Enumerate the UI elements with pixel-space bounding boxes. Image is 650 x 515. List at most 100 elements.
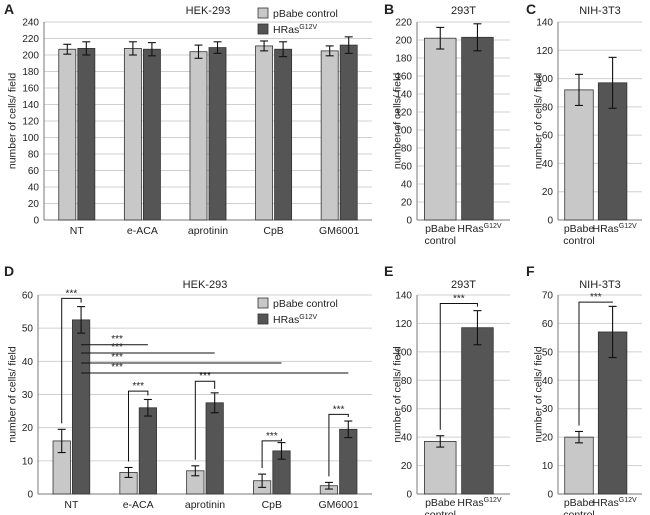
y-tick-label: 40 — [22, 357, 34, 368]
panel-c: C NIH-3T3 number of cells/ field 0 20 40 60 80 1… — [526, 1, 642, 247]
y-tick-label: 200 — [395, 36, 412, 47]
x-tick-label-hras: HRasG12V — [457, 497, 501, 509]
chart-title: NIH-3T3 — [579, 279, 621, 291]
x-tick-label-pbabe-line1: pBabe — [425, 497, 456, 509]
y-tick-label: 140 — [22, 100, 39, 111]
y-tick-label: 80 — [401, 144, 413, 155]
panel-label: F — [526, 263, 535, 279]
x-tick-label-pbabe-line1: pBabe — [564, 497, 595, 509]
error-bar — [258, 473, 267, 488]
y-tick-label: 20 — [401, 198, 413, 209]
error-bar — [210, 392, 219, 414]
chart-title: HEK-293 — [183, 279, 228, 291]
chart-title: 293T — [451, 279, 476, 291]
error-bar — [436, 435, 445, 448]
error-bar — [77, 306, 86, 334]
panel-e: E 293T number of cells/ field 0 20 40 60 80 100 1… — [384, 263, 510, 515]
y-tick-label: 0 — [406, 216, 412, 227]
y-tick-label: 70 — [542, 291, 554, 302]
x-tick-label-pbabe-line1: pBabe — [425, 223, 456, 235]
bar-cpb-series-2 — [274, 48, 293, 221]
panel-label: E — [384, 263, 393, 279]
significance-marker: *** — [128, 381, 149, 462]
bar-aprotinin-series-2 — [208, 47, 227, 221]
x-tick-label: NT — [64, 499, 79, 511]
error-bar — [324, 481, 333, 490]
y-tick-label: 60 — [542, 319, 554, 330]
significance-marker: *** — [194, 371, 216, 460]
bar-cpb-series-1 — [255, 45, 274, 221]
x-tick-label: aprotinin — [188, 225, 228, 237]
significance-marker: *** — [328, 404, 349, 477]
y-tick-label: 140 — [536, 18, 553, 29]
significance-bracket — [61, 297, 82, 424]
x-tick-label-hras: HRasG12V — [593, 223, 637, 235]
x-tick-label-pbabe-line1: pBabe — [564, 223, 595, 235]
error-bar — [191, 465, 200, 477]
significance-bracket — [128, 390, 149, 462]
panel-d: D HEK-293 number of cells/ field 0 10 20 30 40 5… — [4, 263, 372, 511]
y-tick-label: 80 — [542, 102, 554, 113]
bar-e-aca-series-2 — [142, 48, 161, 221]
significance-bracket — [328, 413, 349, 477]
hras-superscript-text: G12V — [484, 497, 502, 504]
legend-swatch-1 — [257, 7, 269, 19]
y-tick-label: 40 — [401, 180, 413, 191]
y-tick-label: 40 — [401, 433, 413, 444]
x-tick-label-pbabe-line2: control — [424, 235, 456, 247]
significance-marker: *** — [439, 294, 478, 430]
y-tick-label: 40 — [542, 376, 554, 387]
x-tick-label: GM6001 — [319, 225, 359, 237]
error-bar — [143, 398, 152, 417]
y-tick-label: 30 — [542, 404, 554, 415]
y-tick-label: 60 — [542, 131, 554, 142]
y-tick-label: 100 — [395, 126, 412, 137]
hras-base-text: HRas — [593, 223, 619, 235]
x-tick-label-pbabe-line2: control — [424, 509, 456, 515]
y-tick-label: 20 — [401, 461, 413, 472]
bar-pbabe-control — [424, 441, 457, 495]
error-bar — [608, 305, 617, 359]
y-tick-label: 40 — [542, 159, 554, 170]
hras-superscript-text: G12V — [299, 24, 317, 31]
error-bar — [194, 44, 203, 59]
x-tick-label-pbabe-line2: control — [563, 235, 595, 247]
error-bar — [124, 466, 133, 478]
significance-bracket — [578, 301, 614, 426]
legend-label-hras: HRasG12V — [273, 24, 317, 36]
x-tick-label-hras: HRasG12V — [593, 497, 637, 509]
y-tick-label: 0 — [406, 490, 412, 501]
hras-base-text: HRas — [457, 497, 483, 509]
y-tick-label: 160 — [22, 84, 39, 95]
x-tick-label: aprotinin — [185, 499, 225, 511]
significance-marker: *** — [81, 352, 282, 364]
x-tick-label: CpB — [262, 499, 282, 511]
significance-stars: *** — [111, 352, 123, 363]
significance-bracket — [439, 303, 478, 430]
x-tick-label: e-ACA — [123, 499, 154, 511]
error-bar — [213, 41, 222, 54]
significance-marker: *** — [61, 288, 82, 424]
significance-marker: *** — [81, 334, 148, 346]
bar-hras-g12v — [461, 36, 494, 221]
error-bar — [325, 45, 334, 57]
bar-gm6001-series-2 — [339, 44, 358, 221]
hras-superscript-text: G12V — [484, 223, 502, 230]
x-tick-label: NT — [70, 225, 85, 237]
panel-label: C — [526, 1, 536, 17]
y-tick-label: 10 — [542, 461, 554, 472]
y-tick-label: 180 — [22, 67, 39, 78]
bar-e-aca-series-2 — [138, 407, 157, 495]
hras-superscript-text: G12V — [299, 314, 317, 321]
y-tick-label: 60 — [28, 166, 40, 177]
error-bar — [260, 40, 269, 52]
chart-title: NIH-3T3 — [579, 5, 621, 17]
panel-label: A — [4, 1, 14, 17]
error-bar — [279, 41, 288, 58]
panel-a: A HEK-293 number of cells/ field 0 20 40 60 80 1… — [4, 1, 372, 237]
bar-nt-series-1 — [58, 48, 77, 221]
significance-stars: *** — [132, 381, 144, 392]
significance-stars: *** — [111, 362, 123, 373]
error-bar — [147, 42, 156, 57]
